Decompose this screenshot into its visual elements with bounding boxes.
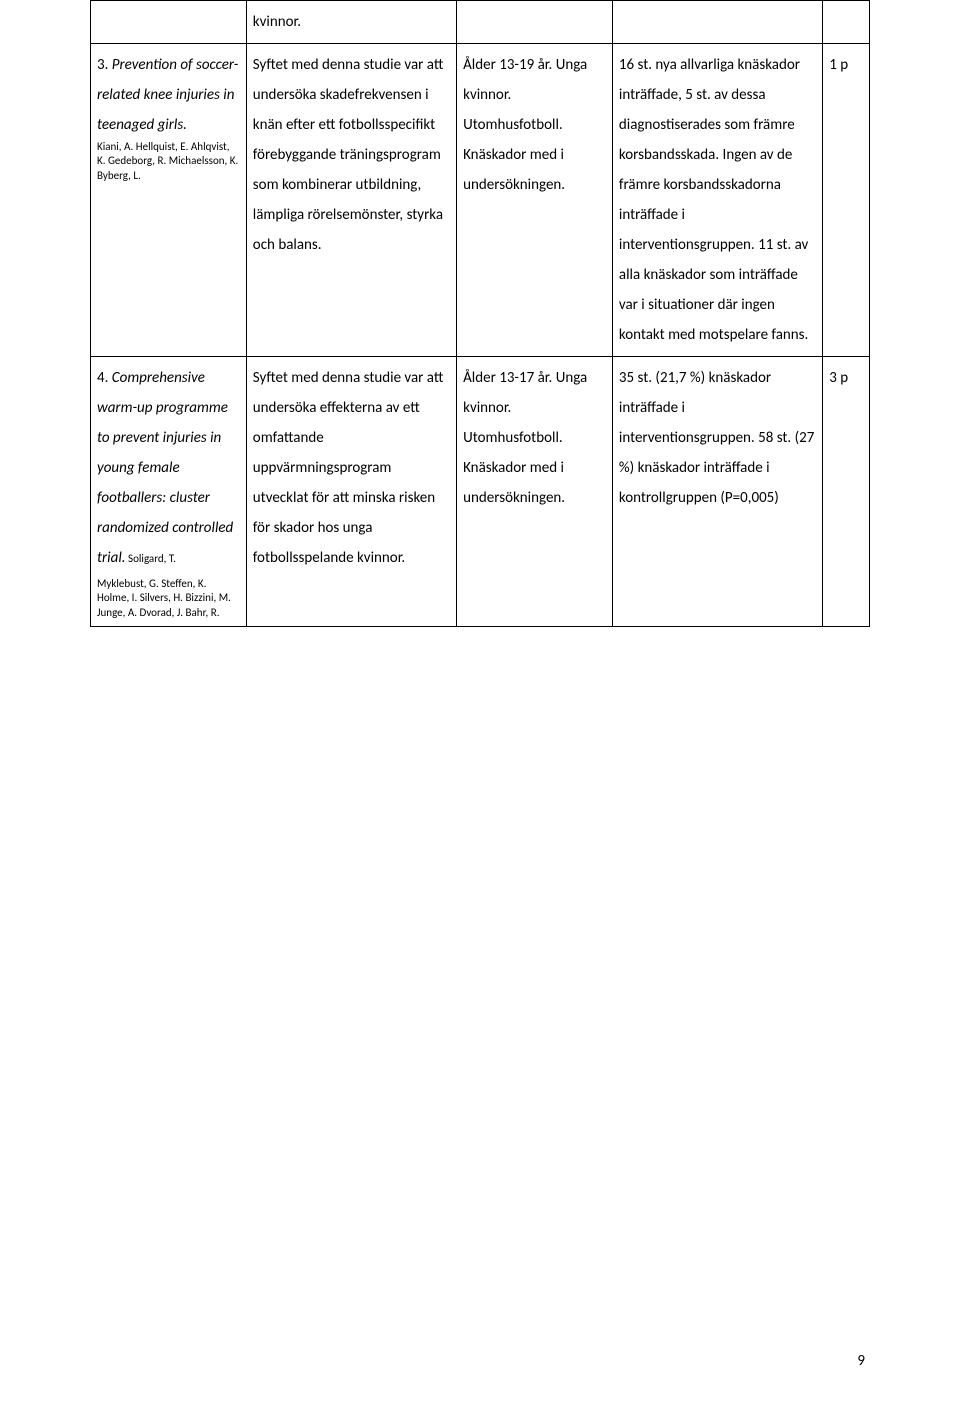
cell-purpose: Syftet med denna studie var att undersök… (246, 44, 456, 357)
study-authors: Myklebust, G. Steffen, K. Holme, I. Silv… (97, 577, 240, 620)
page: kvinnor. 3. Prevention of soccer-related… (0, 0, 960, 1410)
table-row: 4. Comprehensive warm-up programme to pr… (91, 357, 870, 627)
study-authors: Kiani, A. Hellquist, E. Ahlqvist, K. Ged… (97, 140, 240, 183)
row-number: 4. (97, 369, 112, 387)
study-title: Prevention of soccer-related knee injuri… (97, 56, 238, 134)
cell-score: 3 p (823, 357, 870, 627)
cell-empty (457, 1, 613, 44)
cell-population: Ålder 13-17 år. Unga kvinnor. Utomhusfot… (457, 357, 613, 627)
cell-results: 16 st. nya allvarliga knäskador inträffa… (612, 44, 822, 357)
cell-empty (823, 1, 870, 44)
cell-study-3: 3. Prevention of soccer-related knee inj… (91, 44, 247, 357)
cell-purpose: Syftet med denna studie var att undersök… (246, 357, 456, 627)
cell-study-4: 4. Comprehensive warm-up programme to pr… (91, 357, 247, 627)
cell-score: 1 p (823, 44, 870, 357)
cell-population: Ålder 13-19 år. Unga kvinnor. Utomhusfot… (457, 44, 613, 357)
row-number: 3. (97, 56, 112, 74)
page-number: 9 (857, 1352, 865, 1370)
study-title: Comprehensive warm-up programme to preve… (97, 369, 233, 567)
cell-results: 35 st. (21,7 %) knäskador inträffade i i… (612, 357, 822, 627)
data-table: kvinnor. 3. Prevention of soccer-related… (90, 0, 870, 627)
cell-text: kvinnor. (246, 1, 456, 44)
cell-empty (612, 1, 822, 44)
table-row: 3. Prevention of soccer-related knee inj… (91, 44, 870, 357)
table-row: kvinnor. (91, 1, 870, 44)
study-authors-inline: Soligard, T. (126, 552, 176, 565)
cell-empty (91, 1, 247, 44)
